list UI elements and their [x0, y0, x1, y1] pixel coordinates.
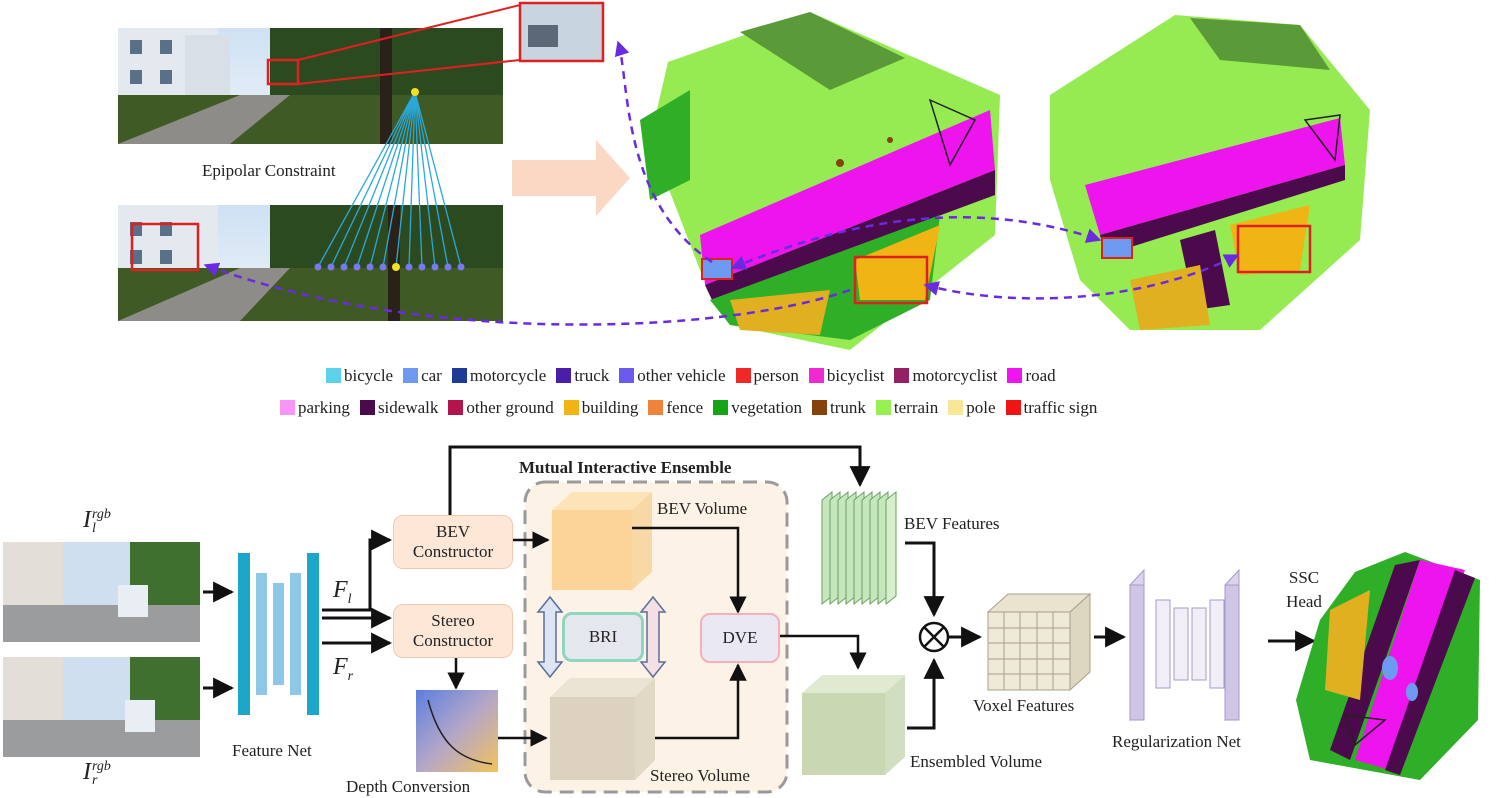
legend-swatch — [875, 400, 891, 415]
ssc-head-label: SSC Head — [1286, 568, 1322, 611]
legend-item: sidewalk — [359, 398, 439, 417]
legend-swatch — [563, 400, 579, 415]
legend-item: person — [735, 366, 799, 385]
bri-arrows — [536, 595, 667, 679]
left-image-bottom — [118, 205, 503, 321]
legend-label: truck — [574, 366, 610, 385]
dve-box: DVE — [700, 613, 780, 663]
legend-swatch — [619, 368, 635, 383]
bev-volume-label: BEV Volume — [657, 499, 748, 518]
legend-swatch — [812, 400, 828, 415]
legend-swatch — [1007, 368, 1023, 383]
legend-swatch — [648, 400, 664, 415]
legend-row-1: bicycle car motorcycle truck other vehicle pe… — [326, 367, 1056, 384]
legend-swatch — [808, 368, 824, 383]
legend-swatch — [948, 400, 964, 415]
legend-label: sidewalk — [377, 398, 439, 417]
legend-swatch — [894, 368, 910, 383]
legend-item: fence — [648, 399, 703, 416]
legend-label: motorcycle — [469, 366, 547, 385]
legend-item: motorcycle — [451, 366, 547, 385]
legend-label: motorcyclist — [912, 366, 998, 385]
legend-item: bicyclist — [808, 366, 885, 385]
legend-item: bicycle — [326, 367, 393, 384]
legend-item: trunk — [812, 399, 866, 416]
legend-item: road — [1007, 366, 1056, 385]
regularization-net-graphic — [1129, 568, 1240, 722]
bev-volume-cube — [552, 492, 652, 590]
f-right-symbol: Fr — [333, 654, 354, 684]
left-image-top — [118, 28, 503, 144]
legend-swatch — [359, 400, 375, 415]
legend-label: bicyclist — [826, 366, 885, 385]
legend-item: parking — [280, 399, 350, 416]
legend-label: vegetation — [731, 398, 803, 417]
legend-item: building — [563, 398, 639, 417]
legend-item: terrain — [875, 398, 939, 417]
legend-swatch — [403, 368, 419, 383]
ensembled-volume-cube — [802, 675, 905, 775]
epipolar-lines — [317, 91, 462, 268]
legend-item: pole — [948, 398, 996, 417]
legend-label: pole — [966, 398, 996, 417]
regularization-net-label: Regularization Net — [1112, 732, 1241, 751]
stereo-volume-label: Stereo Volume — [650, 766, 750, 785]
voxel-features-cube — [986, 592, 1092, 692]
multiply-operator — [918, 621, 950, 653]
stereo-volume-cube — [550, 678, 655, 780]
legend-swatch — [735, 368, 751, 383]
feature-net-label: Feature Net — [232, 741, 312, 760]
legend-item: car — [403, 367, 442, 384]
mie-title: Mutual Interactive Ensemble — [519, 458, 732, 477]
legend-item: other vehicle — [619, 366, 726, 385]
input-image-left — [3, 542, 200, 642]
legend-label: other vehicle — [637, 366, 726, 385]
bev-features-stack — [821, 490, 897, 606]
bev-constructor-box: BEV Constructor — [393, 515, 513, 569]
legend-swatch — [713, 400, 729, 415]
input-image-right — [3, 657, 200, 757]
epipolar-constraint-label: Epipolar Constraint — [202, 161, 336, 180]
legend-label: traffic sign — [1023, 398, 1098, 417]
legend-label: fence — [666, 398, 704, 417]
depth-conversion-label: Depth Conversion — [346, 777, 471, 796]
bri-box: BRI — [562, 612, 644, 662]
legend-swatch — [280, 400, 295, 415]
legend-item: vegetation — [713, 399, 802, 416]
semantic-scene-ground-truth — [1050, 15, 1370, 330]
legend-label: building — [581, 398, 639, 417]
feature-net-graphic — [238, 553, 319, 715]
legend-swatch — [451, 368, 467, 383]
voxel-features-label: Voxel Features — [973, 696, 1075, 715]
ssc-output-scene — [1296, 552, 1480, 780]
legend-swatch — [448, 400, 464, 415]
legend-label: parking — [298, 398, 350, 417]
legend-label: trunk — [830, 398, 866, 417]
legend-item: truck — [556, 367, 609, 384]
legend-row-2: parking sidewalk other ground building fence… — [280, 399, 1097, 416]
legend-label: terrain — [893, 398, 939, 417]
ensembled-volume-label: Ensembled Volume — [910, 752, 1043, 771]
legend-item: traffic sign — [1005, 398, 1098, 417]
f-left-symbol: Fl — [333, 577, 352, 607]
legend-label: person — [753, 366, 799, 385]
legend-swatch — [326, 368, 341, 383]
legend-label: bicycle — [344, 366, 394, 385]
legend-item: other ground — [448, 398, 554, 417]
legend-label: other ground — [466, 398, 554, 417]
legend-item: motorcyclist — [894, 367, 997, 384]
legend-swatch — [556, 368, 572, 383]
legend-swatch — [1005, 400, 1021, 415]
transition-arrow — [512, 140, 630, 216]
legend-label: road — [1025, 366, 1056, 385]
legend-label: car — [421, 366, 442, 385]
stereo-constructor-box: Stereo Constructor — [393, 604, 513, 658]
bev-features-label: BEV Features — [904, 514, 1000, 533]
